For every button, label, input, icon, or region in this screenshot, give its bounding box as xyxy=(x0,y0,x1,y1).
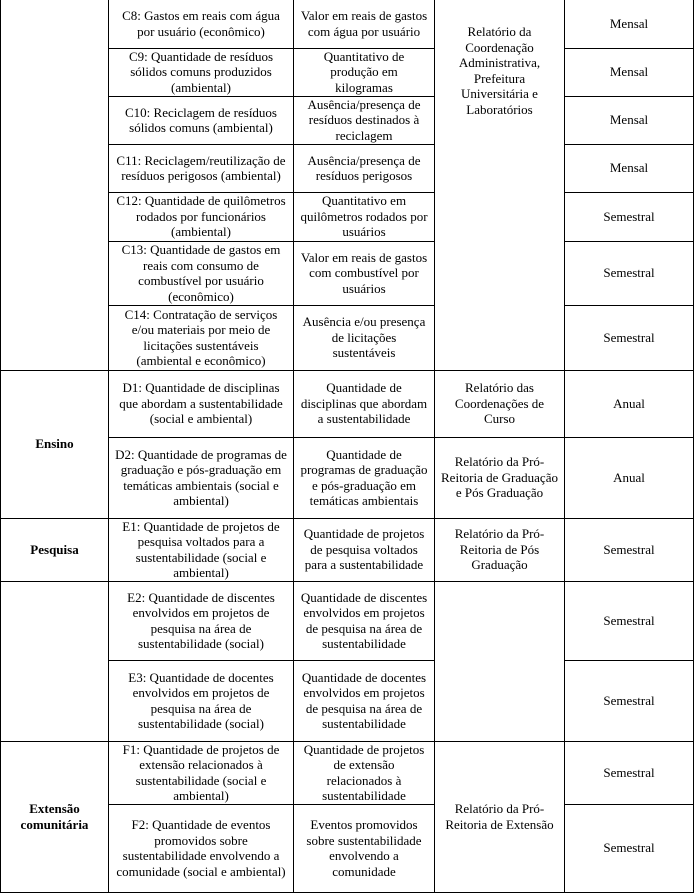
area-cell: Ensino xyxy=(0,369,109,519)
table-row: C12: Quantidade de quilômetros rodados p… xyxy=(1,191,694,242)
frequency-cell: Mensal xyxy=(564,143,694,193)
frequency-cell: Semestral xyxy=(564,240,694,306)
table-row: C8: Gastos em reais com água por usuário… xyxy=(0,0,694,371)
frequency-cell: Mensal xyxy=(564,95,694,145)
indicator-cell: E1: Quantidade de projetos de pesquisa v… xyxy=(108,517,294,582)
table-row: F2: Quantidade de eventos promovidos sob… xyxy=(1,803,694,893)
measure-cell: Quantidade de projetos de pesquisa volta… xyxy=(293,517,435,582)
indicator-cell: E2: Quantidade de discentes envolvidos e… xyxy=(108,580,294,661)
indicator-cell: D1: Quantidade de disciplinas que aborda… xyxy=(108,369,294,438)
frequency-cell: Semestral xyxy=(564,740,694,805)
frequency-cell: Semestral xyxy=(564,191,694,242)
table-row: C10: Reciclagem de resíduos sólidos comu… xyxy=(1,95,694,145)
measure-cell: Quantidade de docentes envolvidos em pro… xyxy=(293,659,435,742)
indicator-cell: C9: Quantidade de resíduos sólidos comun… xyxy=(108,47,294,97)
measure-cell: Valor em reais de gastos com água por us… xyxy=(293,0,435,49)
measure-cell: Quantidade de programas de graduação e p… xyxy=(293,436,435,519)
frequency-cell: Semestral xyxy=(564,517,694,582)
frequency-cell: Mensal xyxy=(564,0,694,49)
source-cell: Relatório das Coordenações de Curso xyxy=(434,369,565,438)
frequency-cell: Semestral xyxy=(564,580,694,661)
area-cell: Pesquisa xyxy=(0,517,109,582)
indicator-cell: C14: Contratação de serviços e/ou materi… xyxy=(108,304,294,371)
frequency-cell: Anual xyxy=(564,436,694,519)
measure-cell: Ausência/presença de resíduos perigosos xyxy=(293,143,435,193)
indicator-cell: D2: Quantidade de programas de graduação… xyxy=(108,436,294,519)
measure-cell: Quantidade de projetos de extensão relac… xyxy=(293,740,435,805)
measure-cell: Eventos promovidos sobre sustentabilidad… xyxy=(293,803,435,893)
frequency-cell: Mensal xyxy=(564,47,694,97)
source-cell: Relatório da Coordenação Administrativa,… xyxy=(434,0,565,371)
measure-cell: Ausência/presença de resíduos destinados… xyxy=(293,95,435,145)
indicator-cell: C13: Quantidade de gastos em reais com c… xyxy=(108,240,294,306)
indicator-cell: F2: Quantidade de eventos promovidos sob… xyxy=(108,803,294,893)
frequency-cell: Anual xyxy=(564,369,694,438)
measure-cell: Ausência e/ou presença de licitações sus… xyxy=(293,304,435,371)
frequency-cell: Semestral xyxy=(564,803,694,893)
measure-cell: Quantitativo de produção em kilogramas xyxy=(293,47,435,97)
source-cell xyxy=(434,580,565,742)
area-cell: Extensão comunitária xyxy=(0,740,109,893)
indicator-cell: C11: Reciclagem/reutilização de resíduos… xyxy=(108,143,294,193)
table-row: E3: Quantidade de docentes envolvidos em… xyxy=(1,659,694,742)
indicator-cell: F1: Quantidade de projetos de extensão r… xyxy=(108,740,294,805)
indicator-cell: C8: Gastos em reais com água por usuário… xyxy=(108,0,294,49)
measure-cell: Quantidade de discentes envolvidos em pr… xyxy=(293,580,435,661)
area-cell xyxy=(0,580,109,742)
table-row: D2: Quantidade de programas de graduação… xyxy=(1,436,694,519)
area-cell xyxy=(0,0,109,371)
source-cell: Relatório da Pró-Reitoria de Pós Graduaç… xyxy=(434,517,565,582)
table-row: C9: Quantidade de resíduos sólidos comun… xyxy=(1,47,694,97)
measure-cell: Quantitativo em quilômetros rodados por … xyxy=(293,191,435,242)
table-row: Ensino D1: Quantidade de disciplinas que… xyxy=(0,369,694,519)
table-row: C13: Quantidade de gastos em reais com c… xyxy=(1,240,694,306)
table-row: E2: Quantidade de discentes envolvidos e… xyxy=(0,580,694,742)
source-cell: Relatório da Pró-Reitoria de Graduação e… xyxy=(434,436,565,519)
table-row: Pesquisa E1: Quantidade de projetos de p… xyxy=(0,517,694,582)
table-row: Extensão comunitária F1: Quantidade de p… xyxy=(0,740,694,893)
measure-cell: Quantidade de disciplinas que abordam a … xyxy=(293,369,435,438)
indicator-cell: E3: Quantidade de docentes envolvidos em… xyxy=(108,659,294,742)
indicator-cell: C12: Quantidade de quilômetros rodados p… xyxy=(108,191,294,242)
table-row: C11: Reciclagem/reutilização de resíduos… xyxy=(1,143,694,193)
indicator-cell: C10: Reciclagem de resíduos sólidos comu… xyxy=(108,95,294,145)
table-row: C14: Contratação de serviços e/ou materi… xyxy=(1,304,694,371)
source-cell: Relatório da Pró-Reitoria de Extensão xyxy=(434,740,565,893)
measure-cell: Valor em reais de gastos com combustível… xyxy=(293,240,435,306)
frequency-cell: Semestral xyxy=(564,304,694,371)
frequency-cell: Semestral xyxy=(564,659,694,742)
